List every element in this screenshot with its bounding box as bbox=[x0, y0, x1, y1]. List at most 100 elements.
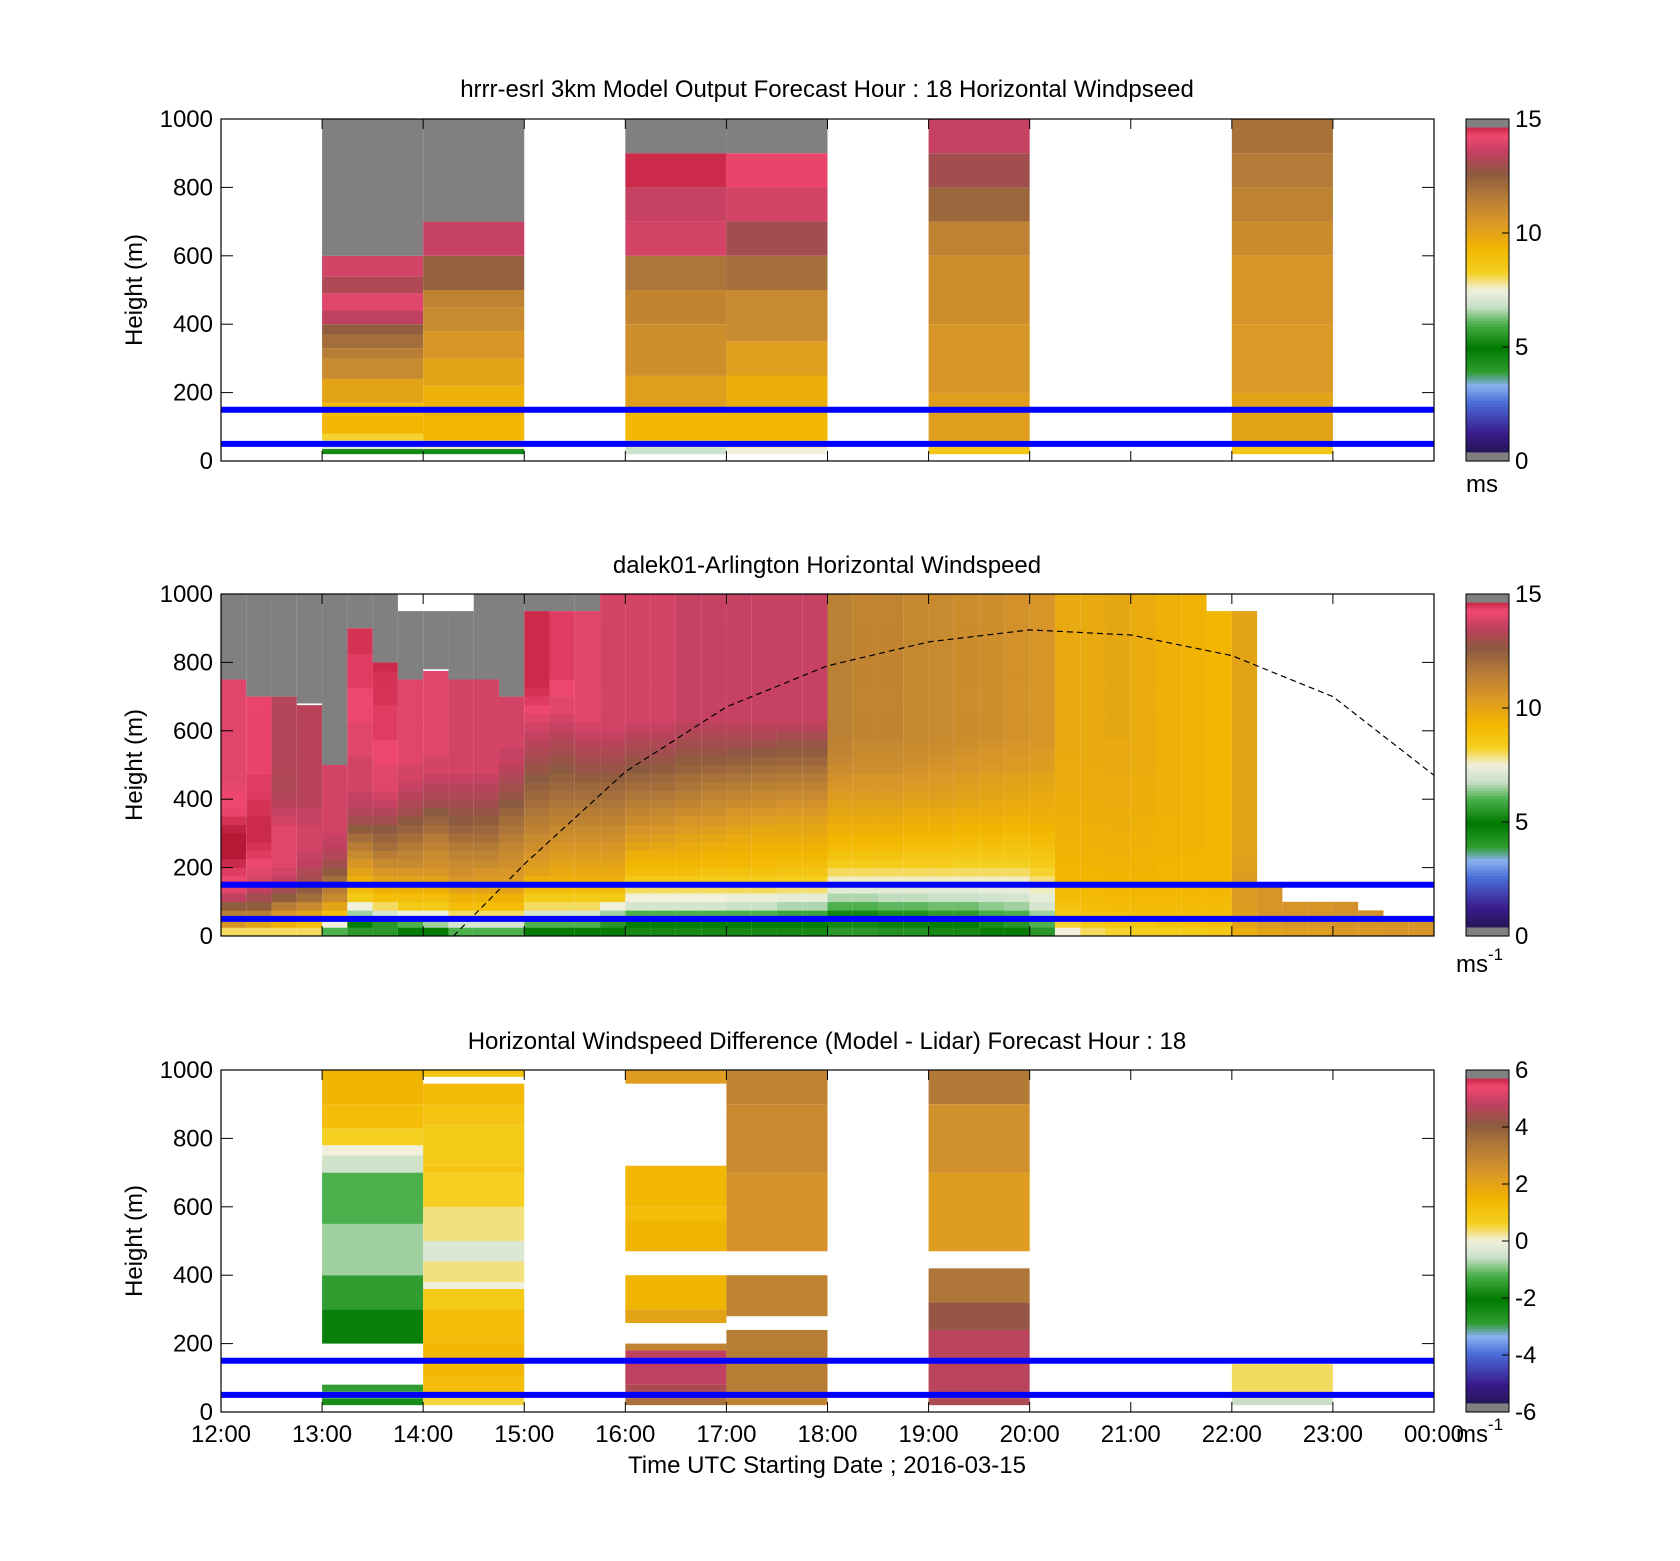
heatmap-cell bbox=[726, 341, 828, 376]
heatmap-cell bbox=[221, 893, 247, 903]
colorbar-segment bbox=[1466, 1255, 1509, 1259]
heatmap-cell bbox=[1004, 756, 1030, 766]
heatmap-cell bbox=[852, 730, 879, 740]
heatmap-cell bbox=[1105, 807, 1131, 817]
heatmap-cell bbox=[549, 927, 575, 936]
heatmap-cell bbox=[271, 756, 297, 766]
colorbar-segment bbox=[1466, 1335, 1509, 1339]
heatmap-cell bbox=[852, 705, 879, 714]
heatmap-cell bbox=[1029, 910, 1055, 920]
heatmap-cell bbox=[423, 416, 525, 441]
model-ytick-label: 1000 bbox=[160, 106, 213, 133]
colorbar-segment bbox=[1466, 270, 1509, 274]
colorbar-segment bbox=[1466, 1186, 1509, 1191]
heatmap-cell bbox=[802, 662, 828, 672]
heatmap-cell bbox=[776, 747, 803, 757]
colorbar-segment bbox=[1466, 596, 1509, 601]
heatmap-cell bbox=[473, 773, 499, 783]
heatmap-cell bbox=[524, 730, 550, 740]
heatmap-cell bbox=[397, 867, 424, 877]
colorbar-segment bbox=[1466, 690, 1509, 695]
heatmap-cell bbox=[271, 807, 297, 817]
heatmap-cell bbox=[524, 884, 550, 894]
heatmap-cell bbox=[423, 1241, 525, 1262]
colorbar-segment bbox=[1466, 264, 1509, 268]
heatmap-cell bbox=[1004, 611, 1030, 620]
heatmap-cell bbox=[246, 782, 272, 791]
heatmap-cell bbox=[423, 756, 449, 766]
heatmap-cell bbox=[650, 799, 676, 809]
heatmap-cell bbox=[1231, 153, 1333, 188]
heatmap-cell bbox=[498, 807, 525, 817]
heatmap-cell bbox=[878, 619, 904, 629]
heatmap-cell bbox=[1130, 653, 1157, 663]
colorbar-segment bbox=[1466, 204, 1509, 208]
heatmap-cell bbox=[1054, 824, 1081, 834]
heatmap-cell bbox=[776, 713, 803, 723]
heatmap-cell bbox=[1029, 824, 1055, 834]
heatmap-cell bbox=[827, 910, 853, 920]
heatmap-cell bbox=[524, 670, 550, 680]
heatmap-cell bbox=[1029, 918, 1055, 928]
heatmap-cell bbox=[372, 790, 398, 800]
heatmap-cell bbox=[953, 747, 980, 757]
panel-lidar-ylabel: Height (m) bbox=[121, 709, 148, 821]
heatmap-cell bbox=[726, 799, 752, 809]
heatmap-cell bbox=[296, 859, 323, 868]
heatmap-cell bbox=[726, 884, 752, 894]
colorbar-segment bbox=[1466, 1072, 1509, 1077]
heatmap-cell bbox=[827, 876, 853, 885]
heatmap-cell bbox=[221, 773, 247, 783]
heatmap-cell bbox=[1029, 859, 1055, 868]
heatmap-cell bbox=[625, 867, 651, 877]
heatmap-cell bbox=[423, 290, 525, 308]
colorbar-segment bbox=[1466, 881, 1509, 886]
heatmap-cell bbox=[928, 730, 954, 740]
colorbar-segment bbox=[1466, 642, 1509, 646]
colorbar-segment bbox=[1466, 1383, 1509, 1387]
heatmap-cell bbox=[1206, 611, 1232, 620]
heatmap-cell bbox=[448, 765, 474, 774]
heatmap-cell bbox=[1105, 653, 1131, 663]
heatmap-cell bbox=[574, 876, 601, 885]
heatmap-cell bbox=[979, 756, 1005, 766]
heatmap-cell bbox=[979, 807, 1005, 817]
heatmap-cell bbox=[1130, 807, 1157, 817]
heatmap-cell bbox=[271, 713, 297, 723]
heatmap-cell bbox=[650, 713, 676, 723]
heatmap-cell bbox=[271, 884, 297, 894]
heatmap-cell bbox=[802, 807, 828, 817]
heatmap-cell bbox=[1105, 645, 1131, 655]
heatmap-cell bbox=[423, 773, 449, 783]
colorbar-segment bbox=[1466, 847, 1509, 852]
heatmap-cell bbox=[549, 756, 575, 766]
heatmap-cell bbox=[979, 910, 1005, 920]
heatmap-cell bbox=[347, 730, 373, 740]
heatmap-cell bbox=[726, 653, 752, 663]
heatmap-cell bbox=[1080, 893, 1106, 903]
colorbar-segment bbox=[1466, 1087, 1509, 1091]
heatmap-cell bbox=[1257, 927, 1283, 936]
heatmap-cell bbox=[448, 927, 474, 936]
heatmap-cell bbox=[726, 679, 752, 689]
colorbar-segment bbox=[1466, 893, 1509, 897]
colorbar-segment bbox=[1466, 867, 1509, 872]
colorbar-segment bbox=[1466, 636, 1509, 641]
heatmap-cell bbox=[852, 636, 879, 646]
heatmap-cell bbox=[448, 713, 474, 723]
heatmap-cell bbox=[1231, 747, 1258, 757]
heatmap-cell bbox=[625, 153, 727, 188]
heatmap-cell bbox=[650, 824, 676, 834]
heatmap-cell bbox=[1029, 799, 1055, 809]
colorbar-segment bbox=[1466, 207, 1509, 211]
heatmap-cell bbox=[928, 876, 954, 885]
colorbar-segment bbox=[1466, 136, 1509, 140]
heatmap-cell bbox=[726, 927, 752, 936]
colorbar-segment bbox=[1466, 1263, 1509, 1268]
colorbar-segment bbox=[1466, 1221, 1509, 1225]
heatmap-cell bbox=[903, 884, 929, 894]
heatmap-cell bbox=[322, 782, 348, 791]
colorbar-segment bbox=[1466, 150, 1509, 154]
heatmap-cell bbox=[1029, 636, 1055, 646]
heatmap-cell bbox=[221, 927, 247, 936]
